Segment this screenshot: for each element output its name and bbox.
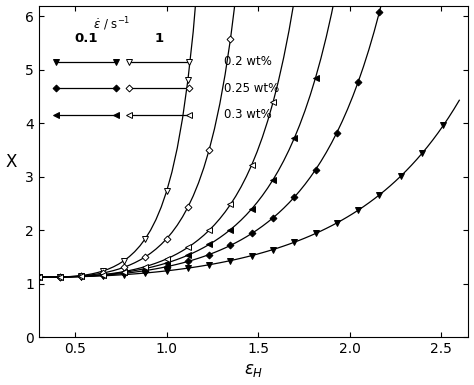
- Text: 0.1: 0.1: [74, 32, 98, 45]
- Text: 1: 1: [155, 32, 164, 45]
- Text: 0.2 wt%: 0.2 wt%: [224, 55, 272, 69]
- X-axis label: $\varepsilon_H$: $\varepsilon_H$: [244, 362, 264, 380]
- Text: 0.25 wt%: 0.25 wt%: [224, 82, 279, 95]
- Y-axis label: X: X: [6, 153, 17, 171]
- Text: $\dot{\varepsilon}$ / s$^{-1}$: $\dot{\varepsilon}$ / s$^{-1}$: [93, 15, 131, 33]
- Text: 0.3 wt%: 0.3 wt%: [224, 109, 271, 121]
